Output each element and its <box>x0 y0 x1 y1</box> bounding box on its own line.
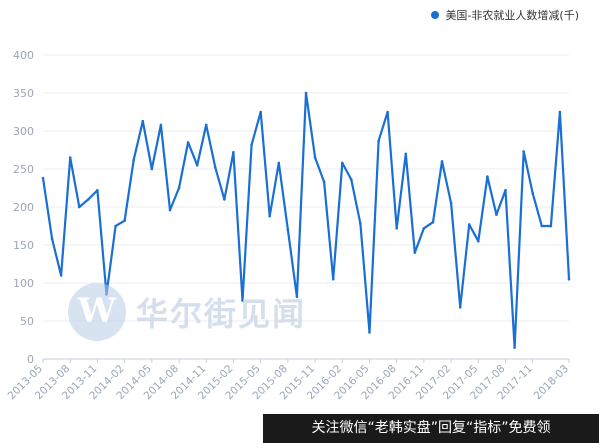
data-point[interactable] <box>404 152 408 156</box>
data-point[interactable] <box>486 175 489 178</box>
data-point[interactable] <box>368 331 371 334</box>
data-point[interactable] <box>214 166 217 169</box>
y-tick-label: 350 <box>13 87 34 100</box>
data-point[interactable] <box>68 156 72 159</box>
data-point[interactable] <box>504 188 507 192</box>
y-tick-label: 150 <box>13 239 34 252</box>
x-tick-label: 2018-03 <box>532 363 572 403</box>
data-point[interactable] <box>114 224 117 228</box>
data-point[interactable] <box>204 123 208 127</box>
watermark-text: 华尔街见闻 <box>136 295 307 333</box>
data-point[interactable] <box>295 295 299 298</box>
data-point[interactable] <box>513 346 516 349</box>
data-point[interactable] <box>449 201 453 205</box>
data-point[interactable] <box>286 228 290 232</box>
data-point[interactable] <box>495 213 498 216</box>
data-point[interactable] <box>50 237 54 241</box>
data-point[interactable] <box>467 223 471 226</box>
data-point[interactable] <box>96 188 99 192</box>
data-point[interactable] <box>177 186 181 190</box>
data-point[interactable] <box>531 192 535 195</box>
data-point[interactable] <box>223 198 226 201</box>
data-point[interactable] <box>340 161 344 165</box>
data-point[interactable] <box>549 224 553 228</box>
data-point[interactable] <box>232 150 235 154</box>
data-point[interactable] <box>350 178 353 181</box>
y-tick-label: 400 <box>13 49 34 62</box>
data-point[interactable] <box>431 220 435 224</box>
x-axis-ticks: 2013-052013-082013-112014-022014-052014-… <box>6 358 572 403</box>
grid-lines <box>43 54 569 360</box>
legend[interactable]: 美国-非农就业人数增减(千) <box>431 7 579 23</box>
data-point[interactable] <box>159 123 163 127</box>
data-point[interactable] <box>186 141 190 144</box>
data-point[interactable] <box>422 226 426 230</box>
data-point[interactable] <box>87 198 90 201</box>
data-point[interactable] <box>567 277 571 281</box>
y-tick-label: 300 <box>13 125 34 138</box>
y-tick-label: 0 <box>27 353 34 366</box>
data-point[interactable] <box>59 274 63 277</box>
y-tick-label: 200 <box>13 201 34 214</box>
data-point[interactable] <box>558 110 562 114</box>
data-point[interactable] <box>386 110 389 114</box>
data-point[interactable] <box>395 226 398 230</box>
legend-dot-icon <box>431 11 440 19</box>
data-point[interactable] <box>477 239 480 243</box>
data-point[interactable] <box>195 163 199 167</box>
data-point[interactable] <box>259 110 262 114</box>
watermark-logo-letter: W <box>77 291 117 331</box>
data-point[interactable] <box>413 251 417 254</box>
data-point[interactable] <box>377 139 380 143</box>
data-point[interactable] <box>250 143 253 146</box>
data-point[interactable] <box>522 150 525 153</box>
data-point[interactable] <box>41 176 45 180</box>
data-point[interactable] <box>277 161 281 165</box>
y-tick-label: 100 <box>13 277 34 290</box>
data-point[interactable] <box>540 224 544 228</box>
data-point[interactable] <box>132 158 135 162</box>
y-tick-label: 250 <box>13 163 34 176</box>
footer-banner: 关注微信“老韩实盘”回复“指标”免费领 <box>263 414 599 443</box>
data-point[interactable] <box>359 222 362 226</box>
watermark-logo: W <box>68 283 126 341</box>
legend-label: 美国-非农就业人数增减(千) <box>445 9 579 22</box>
data-point[interactable] <box>322 180 326 184</box>
data-point[interactable] <box>123 219 126 222</box>
data-point[interactable] <box>458 306 462 309</box>
data-point[interactable] <box>331 277 335 281</box>
y-tick-label: 50 <box>20 315 34 328</box>
data-point[interactable] <box>313 156 317 159</box>
data-point[interactable] <box>304 91 308 95</box>
y-axis-ticks: 0 50 100 150 200 250 300 350 400 <box>13 49 34 366</box>
data-point[interactable] <box>168 208 172 212</box>
data-point[interactable] <box>77 205 81 209</box>
data-point[interactable] <box>268 214 272 218</box>
data-point[interactable] <box>141 119 145 123</box>
data-point[interactable] <box>241 299 244 302</box>
data-point[interactable] <box>150 167 154 171</box>
data-point[interactable] <box>440 160 444 163</box>
